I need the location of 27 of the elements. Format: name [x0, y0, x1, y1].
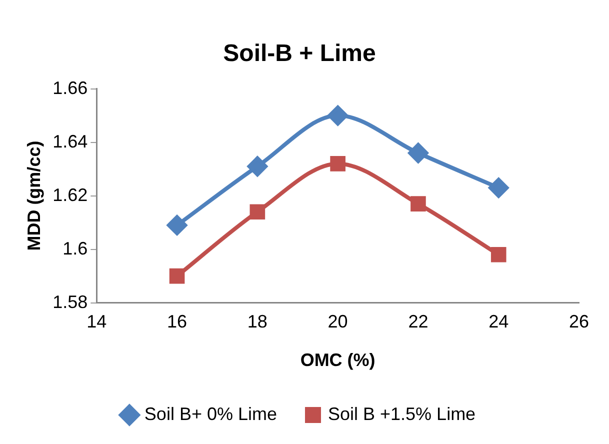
y-tick-label: 1.58: [52, 292, 88, 312]
chart-title: Soil-B + Lime: [223, 40, 376, 68]
x-tick-label: 14: [86, 312, 107, 332]
x-tick-label: 18: [247, 312, 268, 332]
x-tick-label: 16: [167, 312, 188, 332]
y-tick-label: 1.62: [52, 184, 88, 205]
point: [247, 156, 268, 176]
x-tick-label: 20: [328, 312, 348, 332]
x-tick-label: 22: [408, 312, 428, 332]
point: [330, 156, 346, 172]
x-tick-label: 26: [568, 312, 590, 332]
point: [488, 178, 509, 198]
y-axis-title: MDD (gm/cc): [24, 140, 44, 251]
point: [250, 204, 266, 220]
point: [328, 106, 348, 126]
point: [490, 246, 506, 262]
y-tick-label: 1.6: [62, 238, 88, 258]
x-tick-label: 24: [488, 312, 509, 332]
point: [167, 215, 188, 236]
x-axis-title: OMC (%): [300, 350, 376, 370]
point: [169, 268, 185, 284]
legend-label: Soil B+ 0% Lime: [144, 404, 278, 424]
y-tick-label: 1.64: [52, 131, 88, 152]
point: [408, 143, 428, 163]
y-tick-label: 1.66: [52, 78, 88, 98]
legend-label: Soil B +1.5% Lime: [328, 404, 476, 424]
point: [410, 196, 426, 212]
